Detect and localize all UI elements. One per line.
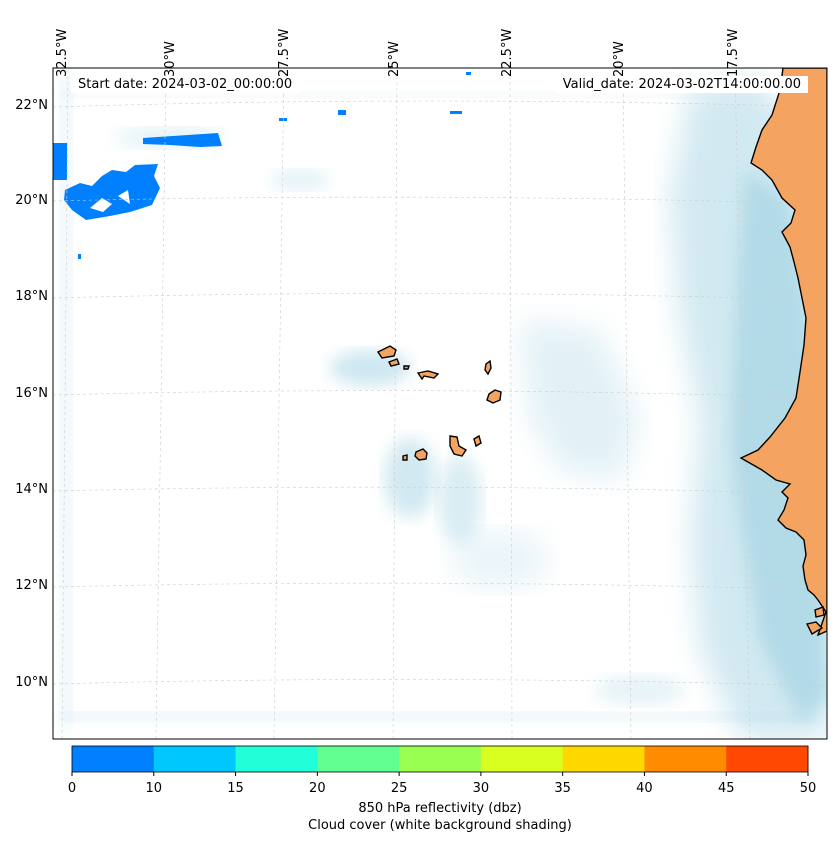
island-santo-antao: [376, 345, 397, 359]
map-frame: [52, 67, 828, 740]
africa-coast-land: [739, 68, 827, 637]
colorbar-segment: [562, 746, 645, 772]
lon-label-27-5w: 27.5°W: [277, 28, 292, 77]
colorbar-tick-label: 0: [67, 781, 77, 796]
colorbar-tick-label: 40: [636, 781, 653, 796]
lat-label-22n: 22°N: [15, 98, 48, 113]
colorbar-segment: [644, 746, 727, 772]
colorbar-frame: [71, 745, 809, 773]
colorbar-tick-label: 25: [390, 781, 408, 796]
lat-label-18n: 18°N: [15, 289, 48, 304]
colorbar-tick-label: 35: [554, 781, 571, 796]
cape-verde-islands: [376, 345, 502, 461]
island-boa-vista: [486, 389, 502, 404]
island-brava: [402, 454, 408, 461]
lon-label-20w: 20°W: [612, 41, 627, 77]
lat-label-20n: 20°N: [15, 193, 48, 208]
island-bissagos-1: [805, 621, 824, 635]
island-santiago: [449, 435, 467, 457]
colorbar: [71, 745, 809, 776]
start-date-label: Start date: 2024-03-02_00:00:00: [71, 76, 300, 93]
cloud-cover-shading: [60, 70, 827, 739]
colorbar-tick-label: 45: [717, 781, 735, 796]
lon-label-25w: 25°W: [387, 41, 402, 77]
colorbar-tick-label: 10: [145, 781, 163, 796]
island-bissagos-2: [814, 606, 825, 618]
colorbar-tick-label: 15: [227, 781, 244, 796]
lat-label-10n: 10°N: [15, 675, 48, 690]
island-sal: [484, 359, 492, 376]
colorbar-segment: [317, 746, 400, 772]
island-sao-vicente: [388, 358, 400, 367]
reflectivity-echoes: [53, 72, 471, 259]
island-santa-luzia: [403, 365, 410, 370]
colorbar-tick-label: 30: [472, 781, 490, 796]
island-fogo: [414, 448, 428, 461]
island-maio: [473, 434, 482, 448]
lat-label-16n: 16°N: [15, 386, 48, 401]
colorbar-segment: [399, 746, 482, 772]
lon-label-17-5w: 17.5°W: [726, 28, 741, 77]
colorbar-label-reflectivity: 850 hPa reflectivity (dbz): [358, 801, 522, 816]
lon-label-30w: 30°W: [163, 41, 178, 77]
colorbar-tick-label: 20: [309, 781, 326, 796]
lat-label-14n: 14°N: [15, 482, 48, 497]
map-area: [53, 68, 827, 739]
lon-label-32-5w: 32.5°W: [55, 28, 70, 77]
lon-label-22-5w: 22.5°W: [500, 28, 515, 77]
colorbar-label-cloud-cover: Cloud cover (white background shading): [308, 818, 572, 833]
colorbar-segment: [72, 746, 155, 772]
valid-date-label: Valid_date: 2024-03-02T14:00:00.00: [555, 76, 808, 93]
colorbar-segment: [726, 746, 809, 772]
island-sao-nicolau: [416, 370, 440, 381]
lat-label-12n: 12°N: [15, 578, 48, 593]
colorbar-segment: [153, 746, 237, 772]
colorbar-tick-label: 50: [799, 781, 817, 796]
colorbar-segment: [235, 746, 318, 772]
graticule: [53, 69, 827, 739]
colorbar-segment: [480, 746, 564, 772]
